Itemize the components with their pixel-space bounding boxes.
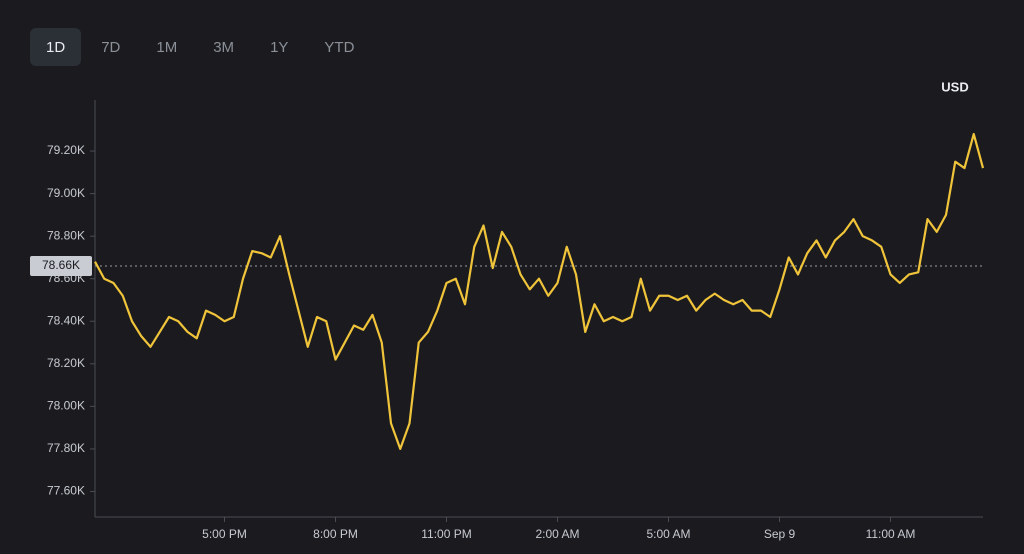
y-tick-label: 78.80K [47,228,85,242]
price-line [94,132,985,451]
y-tick-label: 79.20K [47,143,85,157]
x-tick-label: 11:00 AM [866,527,916,541]
x-tick-label: Sep 9 [764,527,796,541]
range-tab[interactable]: YTD [308,28,370,66]
range-tab[interactable]: 1Y [254,28,304,66]
y-tick-label: 77.60K [47,484,85,498]
x-tick-label: 5:00 PM [202,527,247,541]
x-tick-label: 11:00 PM [421,527,471,541]
range-tab[interactable]: 1D [30,28,82,66]
y-tick-label: 78.20K [47,356,85,370]
y-tick-label: 77.80K [47,441,85,455]
reference-label-bg [30,255,92,276]
reference-label: 78.66K [42,258,80,272]
y-tick-label: 78.00K [47,399,85,413]
currency-label: USD [941,79,968,94]
x-tick-label: 8:00 PM [313,527,358,541]
range-tab[interactable]: 1M [140,28,193,66]
y-tick-label: 78.40K [47,313,85,327]
x-tick-label: 2:00 AM [535,527,579,541]
y-tick-label: 79.00K [47,186,85,200]
range-tab[interactable]: 3M [197,28,250,66]
x-tick-label: 5:00 AM [646,527,690,541]
range-tabs: 1D 7D 1M 3M 1Y YTD [30,28,370,66]
range-tab[interactable]: 7D [85,28,136,66]
